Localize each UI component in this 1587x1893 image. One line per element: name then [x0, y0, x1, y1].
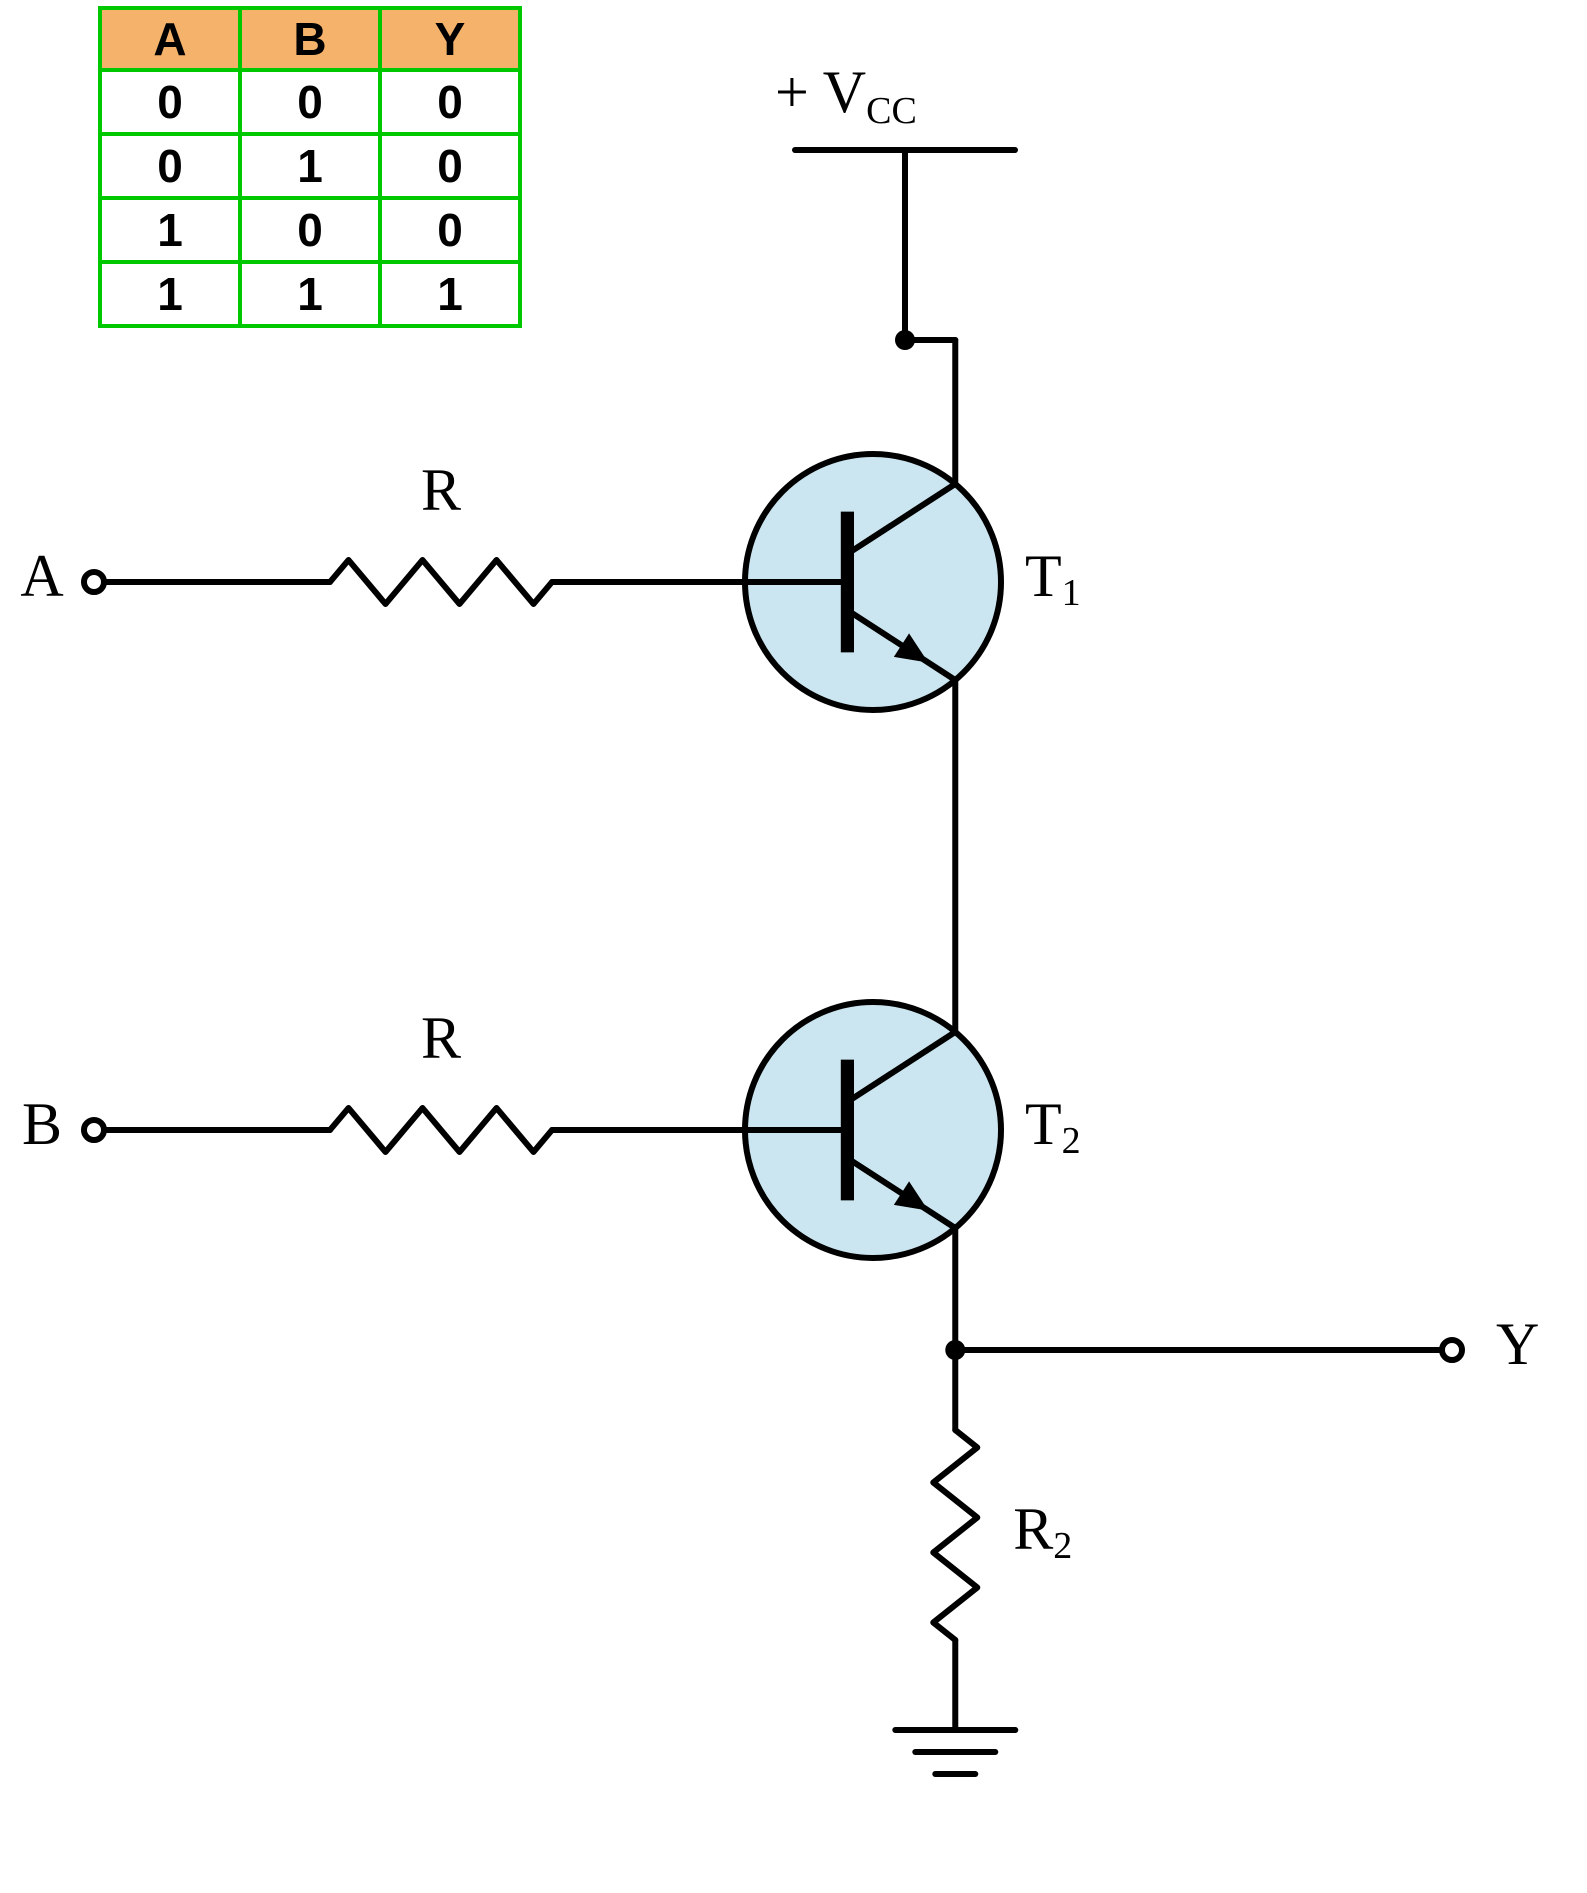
label-resistor-b: R — [421, 1005, 461, 1071]
label-input-b: B — [22, 1091, 62, 1157]
label-t1: T1 — [1025, 543, 1081, 614]
table-cell: 0 — [297, 76, 323, 128]
table-header-cell: Y — [435, 13, 466, 65]
table-cell: 0 — [437, 140, 463, 192]
label-input-a: A — [20, 543, 63, 609]
table-cell: 1 — [157, 268, 183, 320]
svg-text:+ VCC: + VCC — [775, 59, 917, 132]
label-resistor-a: R — [421, 457, 461, 523]
truth-table: A B Y 0 0 0 0 1 0 1 0 0 1 1 1 — [100, 8, 520, 326]
label-r2: R2 — [1013, 1496, 1072, 1567]
table-cell: 1 — [297, 268, 323, 320]
label-output-y: Y — [1496, 1311, 1539, 1377]
resistor — [933, 1430, 977, 1640]
vcc-label: + VCC — [775, 59, 917, 132]
table-cell: 0 — [437, 204, 463, 256]
table-cell: 0 — [437, 76, 463, 128]
transistor-t2 — [745, 1002, 1001, 1258]
transistor-t1 — [745, 454, 1001, 710]
resistor — [330, 1108, 552, 1152]
table-header-cell: B — [293, 13, 326, 65]
table-cell: 0 — [157, 76, 183, 128]
table-cell: 1 — [157, 204, 183, 256]
table-cell: 1 — [437, 268, 463, 320]
terminal-y — [1442, 1340, 1462, 1360]
table-cell: 0 — [297, 204, 323, 256]
table-cell: 1 — [297, 140, 323, 192]
table-header-cell: A — [153, 13, 186, 65]
resistor — [330, 560, 552, 604]
label-t2: T2 — [1025, 1091, 1081, 1162]
table-cell: 0 — [157, 140, 183, 192]
